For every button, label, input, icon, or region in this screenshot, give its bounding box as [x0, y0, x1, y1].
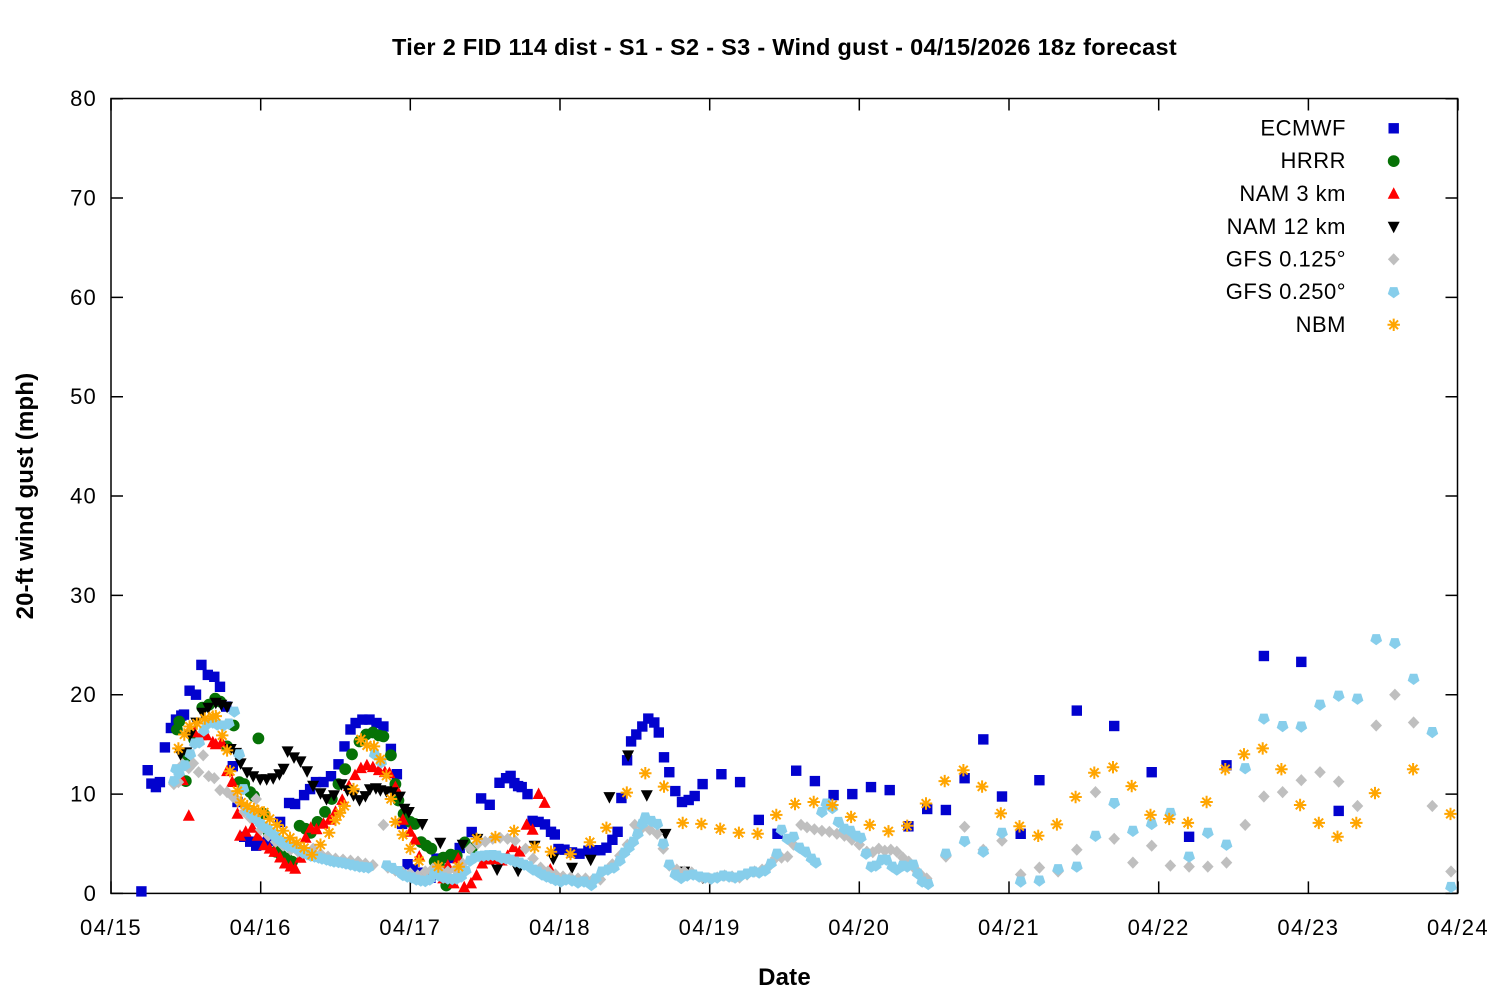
svg-text:70: 70 [70, 186, 97, 211]
svg-text:Tier 2 FID 114 dist - S1 - S2: Tier 2 FID 114 dist - S1 - S2 - S3 - Win… [392, 34, 1177, 60]
svg-text:40: 40 [70, 484, 97, 509]
svg-text:04/20: 04/20 [828, 915, 890, 940]
svg-text:NAM 3 km: NAM 3 km [1239, 181, 1346, 206]
svg-text:04/23: 04/23 [1277, 915, 1339, 940]
svg-text:GFS 0.125°: GFS 0.125° [1226, 247, 1346, 272]
svg-text:04/16: 04/16 [230, 915, 292, 940]
svg-text:30: 30 [70, 583, 97, 608]
svg-text:60: 60 [70, 285, 97, 310]
svg-text:04/15: 04/15 [80, 915, 142, 940]
svg-text:10: 10 [70, 782, 97, 807]
svg-text:ECMWF: ECMWF [1260, 116, 1346, 141]
svg-text:Date: Date [758, 964, 811, 991]
svg-text:NAM 12 km: NAM 12 km [1227, 214, 1346, 239]
svg-text:20-ft wind gust (mph): 20-ft wind gust (mph) [12, 373, 39, 620]
svg-text:HRRR: HRRR [1280, 148, 1346, 173]
svg-text:04/24: 04/24 [1427, 915, 1489, 940]
svg-text:GFS 0.250°: GFS 0.250° [1226, 279, 1346, 304]
svg-text:04/18: 04/18 [529, 915, 591, 940]
svg-text:50: 50 [70, 384, 97, 409]
svg-text:0: 0 [84, 881, 97, 906]
svg-text:04/19: 04/19 [679, 915, 741, 940]
svg-text:80: 80 [70, 86, 97, 111]
svg-text:NBM: NBM [1296, 312, 1346, 337]
svg-text:04/17: 04/17 [379, 915, 441, 940]
svg-text:04/21: 04/21 [978, 915, 1040, 940]
svg-text:20: 20 [70, 682, 97, 707]
svg-text:04/22: 04/22 [1128, 915, 1190, 940]
